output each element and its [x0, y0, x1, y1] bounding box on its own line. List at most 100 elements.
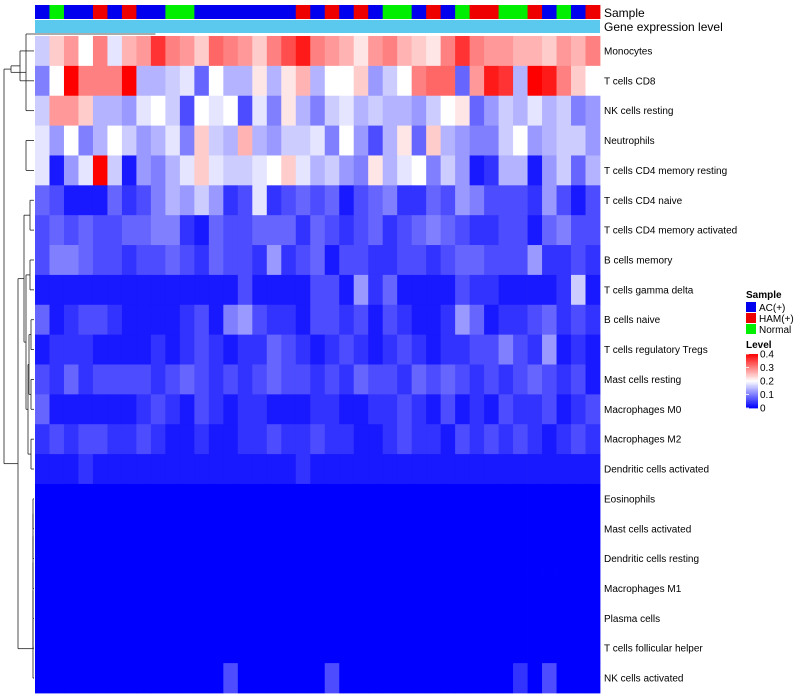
sample-annotation-cell	[527, 5, 543, 19]
heatmap-cell	[469, 95, 485, 126]
heatmap-cell	[107, 394, 123, 425]
heatmap-cell	[266, 155, 282, 186]
sample-annotation-bar	[35, 5, 601, 19]
sample-annotation-cell	[455, 5, 471, 19]
heatmap-cell	[208, 513, 224, 545]
heatmap-cell	[382, 125, 398, 156]
heatmap-cell	[556, 215, 572, 246]
heatmap-cell	[295, 245, 311, 276]
heatmap-cell	[266, 633, 282, 664]
heatmap-cell	[310, 125, 326, 156]
heatmap-cell	[179, 663, 195, 694]
heatmap-cell	[455, 633, 471, 664]
sample-annotation-cell	[353, 5, 369, 19]
heatmap-cell	[208, 215, 224, 246]
heatmap-cell	[513, 65, 528, 97]
heatmap-cell	[397, 573, 413, 604]
heatmap-cell	[49, 513, 65, 545]
heatmap-cell	[295, 215, 311, 246]
row-label: Dendritic cells activated	[604, 465, 709, 476]
heatmap-cell	[440, 95, 456, 126]
heatmap-cell	[92, 543, 108, 574]
heatmap-cell	[542, 364, 557, 395]
heatmap-cell	[165, 483, 181, 515]
heatmap-cell	[78, 185, 94, 216]
heatmap-cell	[78, 513, 94, 545]
legend-scale-step	[746, 397, 758, 399]
heatmap-cell	[527, 334, 543, 365]
heatmap-cell	[194, 483, 210, 515]
heatmap-cell	[208, 304, 224, 336]
heatmap-cell	[527, 663, 543, 694]
heatmap-cell	[411, 513, 427, 545]
legend-scale-step	[746, 364, 758, 367]
heatmap-cell	[353, 65, 369, 97]
heatmap-cell	[368, 95, 384, 126]
heatmap-cell	[266, 125, 282, 156]
heatmap-cell	[556, 36, 572, 67]
heatmap-cell	[252, 215, 268, 246]
heatmap-cell	[63, 513, 79, 545]
heatmap-cell	[35, 483, 50, 515]
heatmap-cell	[252, 274, 268, 306]
heatmap-cell	[63, 663, 79, 694]
heatmap-cell	[353, 663, 369, 694]
heatmap-cell	[411, 125, 427, 156]
heatmap-cell	[498, 573, 514, 604]
heatmap-cell	[63, 424, 79, 455]
heatmap-cell	[121, 274, 137, 306]
heatmap-cell	[295, 543, 311, 574]
heatmap-cell	[310, 185, 326, 216]
heatmap-cell	[266, 424, 282, 455]
heatmap-cell	[397, 424, 413, 455]
heatmap-cell	[498, 483, 514, 515]
heatmap-cell	[281, 663, 297, 694]
heatmap-cell	[527, 364, 543, 395]
heatmap-cell	[252, 663, 268, 694]
heatmap-cell	[136, 513, 152, 545]
heatmap-cell	[368, 125, 384, 156]
heatmap-cell	[513, 543, 528, 574]
legend-tick-label: 0.2	[760, 377, 774, 388]
heatmap-cell	[426, 334, 442, 365]
heatmap-cell	[440, 513, 456, 545]
heatmap-cell	[484, 633, 499, 664]
heatmap-cell	[310, 543, 326, 574]
heatmap-cell	[397, 483, 413, 515]
heatmap-cell	[237, 95, 253, 126]
heatmap-cell	[382, 394, 398, 425]
heatmap-cell	[382, 36, 398, 67]
heatmap-cell	[35, 274, 50, 306]
legend-scale-step	[746, 368, 758, 371]
heatmap-cell	[527, 185, 543, 216]
heatmap-cell	[411, 274, 427, 306]
heatmap-cell	[484, 454, 499, 485]
heatmap-cell	[150, 95, 166, 126]
legend-tick-label: 0.4	[760, 350, 774, 361]
heatmap-cell	[585, 454, 601, 485]
heatmap-cell	[585, 603, 601, 634]
heatmap-cell	[92, 483, 108, 515]
heatmap-cell	[382, 483, 398, 515]
heatmap-cell	[165, 95, 181, 126]
heatmap-cell	[208, 603, 224, 634]
heatmap-cell	[266, 95, 282, 126]
heatmap-cell	[353, 274, 369, 306]
heatmap-cell	[194, 185, 210, 216]
heatmap-cell	[440, 36, 456, 67]
heatmap-cell	[281, 454, 297, 485]
heatmap-cell	[484, 36, 499, 67]
heatmap-cell	[208, 65, 224, 97]
heatmap-cell	[556, 603, 572, 634]
sample-annotation-cell	[281, 5, 297, 19]
heatmap-cell	[35, 125, 50, 156]
heatmap-cell	[194, 245, 210, 276]
sample-annotation-cell	[107, 5, 123, 19]
heatmap-cell	[571, 155, 586, 186]
heatmap-cell	[353, 245, 369, 276]
heatmap-cell	[542, 245, 557, 276]
legend-scale-step	[746, 391, 758, 394]
heatmap-cell	[585, 65, 601, 97]
heatmap-cell	[426, 65, 442, 97]
heatmap-cell	[165, 364, 181, 395]
